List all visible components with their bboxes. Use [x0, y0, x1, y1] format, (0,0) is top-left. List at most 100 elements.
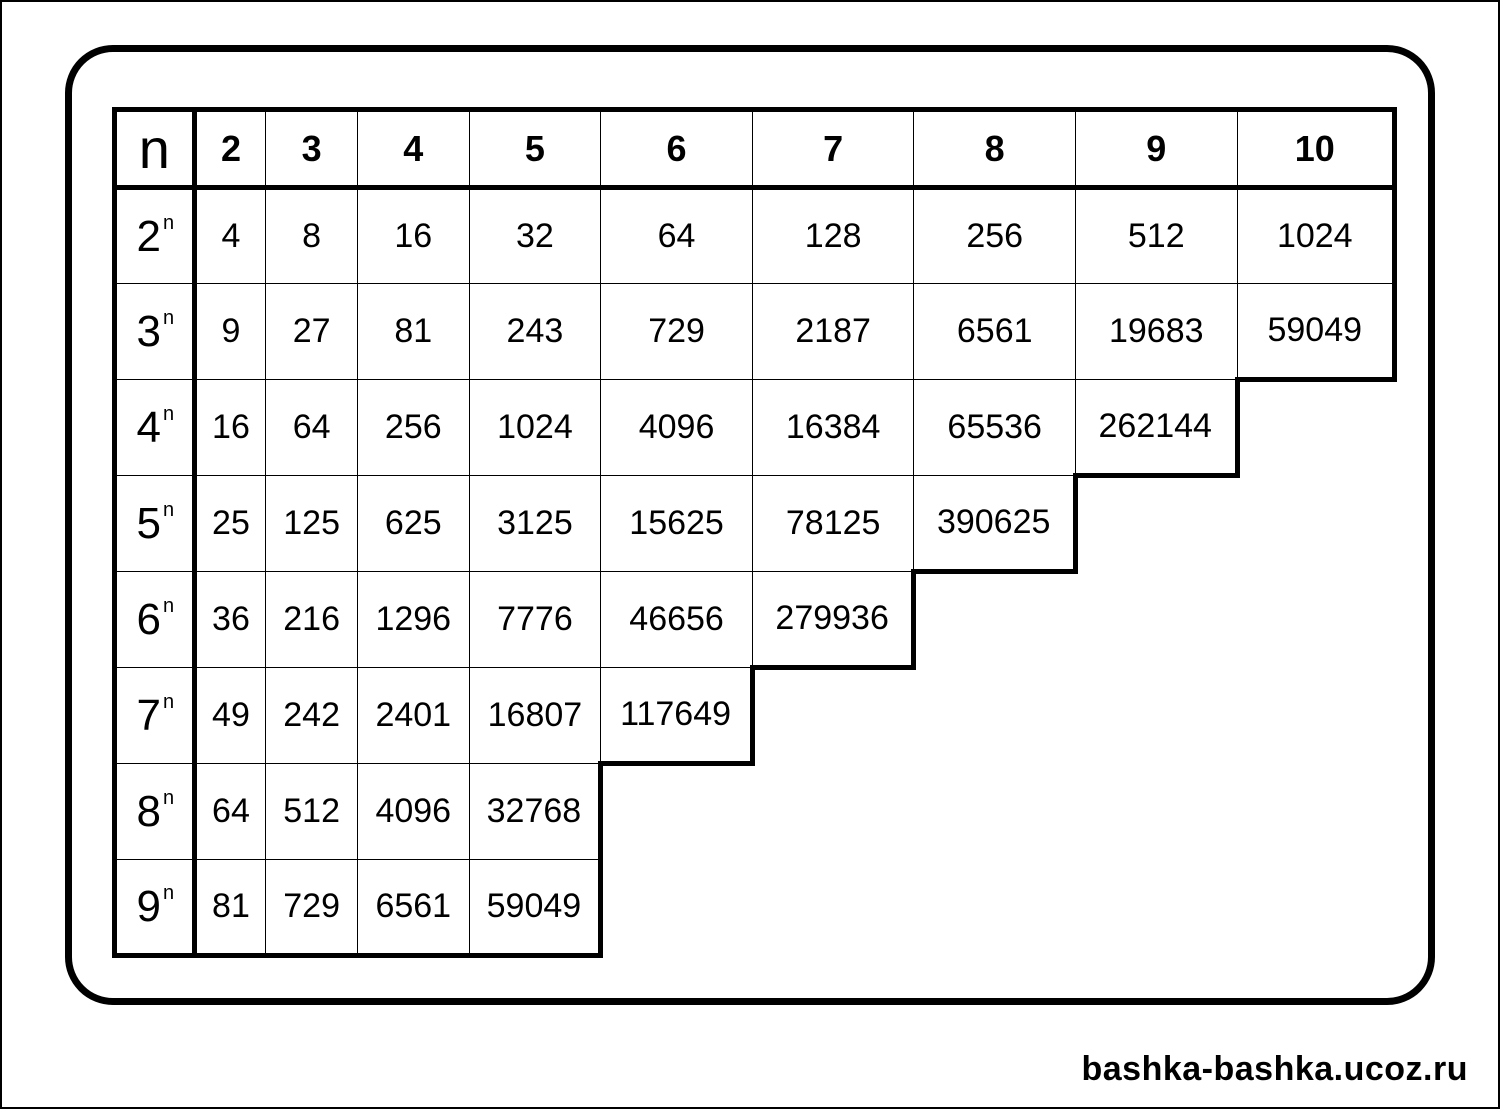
- table-cell: 1024: [469, 380, 601, 476]
- header-col: 2: [194, 110, 266, 188]
- table-cell: 32: [469, 188, 601, 284]
- table-cell: 16807: [469, 668, 601, 764]
- header-col: 6: [601, 110, 753, 188]
- void-cell: [1075, 476, 1237, 572]
- table-cell: 512: [266, 764, 358, 860]
- table-cell: 59049: [469, 860, 601, 956]
- table-cell: 64: [194, 764, 266, 860]
- table-cell: 625: [357, 476, 469, 572]
- table-cell: 15625: [601, 476, 753, 572]
- row-label: 6n: [115, 572, 195, 668]
- header-col: 10: [1237, 110, 1394, 188]
- table-cell: 16384: [752, 380, 914, 476]
- table-cell: 729: [601, 284, 753, 380]
- void-cell: [1237, 668, 1394, 764]
- table-cell: 49: [194, 668, 266, 764]
- header-col: 3: [266, 110, 358, 188]
- row-label: 3n: [115, 284, 195, 380]
- void-cell: [752, 860, 914, 956]
- header-col: 8: [914, 110, 1076, 188]
- row-label: 4n: [115, 380, 195, 476]
- table-cell: 1296: [357, 572, 469, 668]
- table-cell: 81: [194, 860, 266, 956]
- table-cell: 25: [194, 476, 266, 572]
- table-cell: 6561: [914, 284, 1076, 380]
- row-label: 8n: [115, 764, 195, 860]
- void-cell: [914, 764, 1076, 860]
- row-label-exponent: n: [163, 499, 174, 521]
- table-cell: 243: [469, 284, 601, 380]
- row-label-base: 4: [137, 403, 161, 452]
- row-label-base: 3: [137, 307, 161, 356]
- header-col: 9: [1075, 110, 1237, 188]
- table-cell: 125: [266, 476, 358, 572]
- void-cell: [914, 572, 1076, 668]
- void-cell: [601, 860, 753, 956]
- void-cell: [1237, 860, 1394, 956]
- table-cell: 16: [357, 188, 469, 284]
- table-cell: 6561: [357, 860, 469, 956]
- table-cell: 2401: [357, 668, 469, 764]
- void-cell: [1237, 476, 1394, 572]
- table-cell: 27: [266, 284, 358, 380]
- table-cell: 4096: [357, 764, 469, 860]
- table-cell: 117649: [601, 668, 753, 764]
- row-label-base: 9: [137, 882, 161, 931]
- row-label-exponent: n: [163, 212, 174, 234]
- table-cell: 729: [266, 860, 358, 956]
- header-col: 4: [357, 110, 469, 188]
- table-cell: 3125: [469, 476, 601, 572]
- powers-table: n23456789102n4816326412825651210243n9278…: [112, 107, 1397, 958]
- void-cell: [752, 764, 914, 860]
- row-label-base: 5: [137, 499, 161, 548]
- table-cell: 216: [266, 572, 358, 668]
- table-cell: 4096: [601, 380, 753, 476]
- row-label-exponent: n: [163, 403, 174, 425]
- row-label-exponent: n: [163, 691, 174, 713]
- table-cell: 32768: [469, 764, 601, 860]
- row-label-exponent: n: [163, 882, 174, 904]
- void-cell: [1075, 764, 1237, 860]
- rounded-panel: n23456789102n4816326412825651210243n9278…: [65, 45, 1435, 1005]
- table-cell: 65536: [914, 380, 1076, 476]
- table-cell: 279936: [752, 572, 914, 668]
- void-cell: [1075, 572, 1237, 668]
- row-label: 2n: [115, 188, 195, 284]
- row-label-base: 2: [137, 212, 161, 261]
- void-cell: [1075, 668, 1237, 764]
- table-cell: 242: [266, 668, 358, 764]
- void-cell: [914, 668, 1076, 764]
- void-cell: [1237, 572, 1394, 668]
- table-cell: 64: [601, 188, 753, 284]
- void-cell: [1237, 380, 1394, 476]
- credit-text: bashka-bashka.ucoz.ru: [1081, 1050, 1468, 1089]
- table-cell: 81: [357, 284, 469, 380]
- header-col: 7: [752, 110, 914, 188]
- table-cell: 512: [1075, 188, 1237, 284]
- row-label: 9n: [115, 860, 195, 956]
- table-cell: 59049: [1237, 284, 1394, 380]
- row-label-exponent: n: [163, 307, 174, 329]
- table-cell: 2187: [752, 284, 914, 380]
- header-col: 5: [469, 110, 601, 188]
- table-cell: 128: [752, 188, 914, 284]
- row-label-base: 7: [137, 691, 161, 740]
- table-cell: 46656: [601, 572, 753, 668]
- table-cell: 4: [194, 188, 266, 284]
- void-cell: [914, 860, 1076, 956]
- table-cell: 8: [266, 188, 358, 284]
- table-cell: 1024: [1237, 188, 1394, 284]
- table-wrap: n23456789102n4816326412825651210243n9278…: [112, 107, 1397, 958]
- row-label-exponent: n: [163, 787, 174, 809]
- table-cell: 390625: [914, 476, 1076, 572]
- void-cell: [601, 764, 753, 860]
- header-corner-n: n: [115, 110, 195, 188]
- table-cell: 16: [194, 380, 266, 476]
- row-label: 5n: [115, 476, 195, 572]
- table-cell: 262144: [1075, 380, 1237, 476]
- table-cell: 7776: [469, 572, 601, 668]
- table-cell: 256: [357, 380, 469, 476]
- void-cell: [1075, 860, 1237, 956]
- row-label-exponent: n: [163, 595, 174, 617]
- table-cell: 19683: [1075, 284, 1237, 380]
